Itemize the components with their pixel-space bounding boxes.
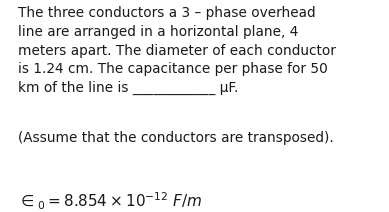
Text: $\in_0 = 8.854 \times 10^{-12}\ F/m$: $\in_0 = 8.854 \times 10^{-12}\ F/m$: [18, 191, 202, 212]
Text: The three conductors a 3 – phase overhead
line are arranged in a horizontal plan: The three conductors a 3 – phase overhea…: [18, 6, 335, 95]
Text: (Assume that the conductors are transposed).: (Assume that the conductors are transpos…: [18, 131, 333, 145]
